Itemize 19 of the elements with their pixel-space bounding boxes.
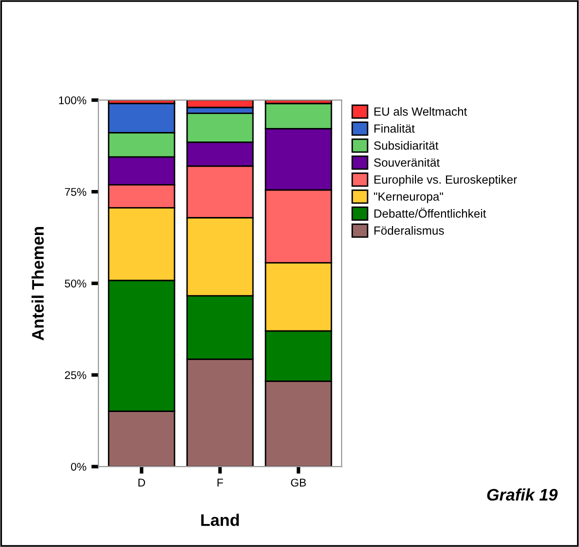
legend-label: Föderalismus [374, 226, 444, 235]
legend-label: Subsidiarität [374, 141, 438, 150]
y-tick-label: 100% [59, 96, 86, 104]
legend-label: Europhile vs. Euroskeptiker [374, 175, 517, 186]
legend-label: Finalität [374, 124, 415, 133]
legend-label: Debatte/Öffentlichkeit [374, 208, 486, 218]
y-axis-title: Anteil Themen [32, 226, 44, 340]
x-tick-label: GB [290, 478, 306, 487]
y-tick-label: 50% [64, 280, 86, 288]
x-tick-label: D [138, 478, 146, 486]
legend-label: EU als Weltmacht [374, 107, 467, 116]
x-tick-label: F [218, 478, 223, 486]
x-axis-title: Land [201, 514, 239, 526]
legend-label: "Kerneuropa" [374, 192, 444, 204]
legend-label: Souveränität [374, 158, 440, 167]
y-tick-label: 0% [71, 462, 86, 471]
text: Grafik 19 [487, 488, 558, 501]
y-tick-label: 25% [64, 371, 86, 380]
y-tick-label: 75% [64, 188, 86, 196]
